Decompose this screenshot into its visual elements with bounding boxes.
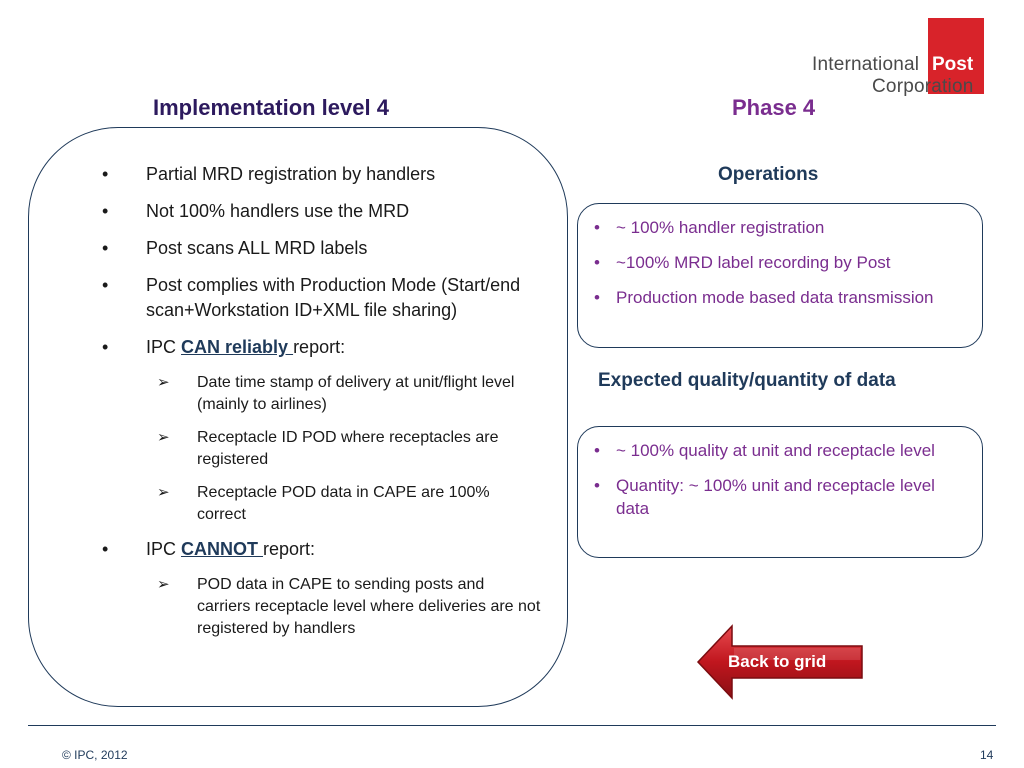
back-to-grid-button[interactable]: Back to grid — [696, 624, 866, 700]
bullet-icon: • — [594, 218, 600, 237]
sub-list-item: ➢ POD data in CAPE to sending posts and c… — [102, 574, 542, 640]
sub-list-item: ➢ Date time stamp of delivery at unit/fli… — [102, 372, 542, 416]
copyright-text: © IPC, 2012 — [62, 748, 128, 762]
arrow-bullet-icon: ➢ — [157, 429, 170, 446]
list-item-text: Post complies with Production Mode (Star… — [146, 275, 521, 320]
back-to-grid-label: Back to grid — [728, 652, 827, 671]
logo-text-international: International — [812, 54, 920, 75]
operations-heading: Operations — [718, 164, 819, 185]
footer-divider — [28, 725, 996, 726]
list-item-text: Partial MRD registration by handlers — [146, 164, 436, 184]
bullet-icon: • — [102, 539, 109, 559]
implementation-level-title: Implementation level 4 — [153, 95, 389, 120]
bullet-icon: • — [594, 288, 600, 307]
list-item-text: ~100% MRD label recording by Post — [616, 253, 891, 272]
implementation-list: • Partial MRD registration by handlers • N… — [102, 162, 542, 651]
list-item-can-report: • IPC CAN reliably report: — [102, 335, 542, 360]
list-item-text: Post scans ALL MRD labels — [146, 238, 368, 258]
page-number: 14 — [980, 748, 994, 762]
bullet-icon: • — [594, 441, 600, 460]
list-item-text: Quantity: ~ 100% unit and receptacle lev… — [616, 476, 935, 518]
logo-text-post: Post — [932, 54, 974, 75]
arrow-bullet-icon: ➢ — [157, 484, 170, 501]
sub-list-item-text: Date time stamp of delivery at unit/flig… — [197, 374, 515, 413]
list-item: • Post scans ALL MRD labels — [102, 236, 542, 261]
sub-list-item-text: POD data in CAPE to sending posts and ca… — [197, 576, 541, 637]
can-suffix: report: — [293, 337, 346, 357]
bullet-icon: • — [102, 337, 109, 357]
arrow-bullet-icon: ➢ — [157, 374, 170, 391]
can-reliably-emphasis: CAN reliably — [181, 337, 294, 357]
list-item: • Production mode based data transmission — [594, 286, 964, 309]
list-item-text: Not 100% handlers use the MRD — [146, 201, 410, 221]
cannot-suffix: report: — [263, 539, 316, 559]
expected-quality-box: • ~ 100% quality at unit and receptacle l… — [577, 426, 983, 558]
sub-list-item-text: Receptacle ID POD where receptacles are … — [197, 429, 499, 468]
back-arrow-icon — [696, 624, 863, 700]
list-item: • Partial MRD registration by handlers — [102, 162, 542, 187]
list-item-text: ~ 100% handler registration — [616, 218, 825, 237]
logo-text-corporation: Corporation — [872, 76, 974, 97]
cannot-prefix: IPC — [146, 539, 182, 559]
operations-box: • ~ 100% handler registration • ~100% MRD … — [577, 203, 983, 348]
sub-list-item-text: Receptacle POD data in CAPE are 100% cor… — [197, 484, 490, 523]
list-item-cannot-report: • IPC CANNOT report: — [102, 537, 542, 562]
phase-title: Phase 4 — [732, 95, 816, 120]
list-item: • Post complies with Production Mode (Sta… — [102, 273, 542, 323]
list-item: • ~ 100% quality at unit and receptacle l… — [594, 439, 964, 462]
logo-red-block — [928, 18, 984, 94]
can-prefix: IPC — [146, 337, 182, 357]
list-item: • Quantity: ~ 100% unit and receptacle le… — [594, 474, 964, 520]
sub-list-item: ➢ Receptacle ID POD where receptacles are… — [102, 427, 542, 471]
bullet-icon: • — [594, 253, 600, 272]
list-item: • ~100% MRD label recording by Post — [594, 251, 964, 274]
cannot-emphasis: CANNOT — [181, 539, 264, 559]
list-item: • ~ 100% handler registration — [594, 216, 964, 239]
expected-quality-heading: Expected quality/quantity of data — [598, 370, 896, 391]
bullet-icon: • — [102, 201, 109, 221]
list-item-text: ~ 100% quality at unit and receptacle le… — [616, 441, 935, 460]
bullet-icon: • — [102, 275, 109, 295]
bullet-icon: • — [594, 476, 600, 495]
list-item: • Not 100% handlers use the MRD — [102, 199, 542, 224]
implementation-box — [28, 127, 568, 707]
arrow-bullet-icon: ➢ — [157, 576, 170, 593]
ipc-logo: International Post Corporation — [812, 18, 984, 98]
bullet-icon: • — [102, 238, 109, 258]
sub-list-item: ➢ Receptacle POD data in CAPE are 100% co… — [102, 482, 542, 526]
list-item-text: Production mode based data transmission — [616, 288, 934, 307]
bullet-icon: • — [102, 164, 109, 184]
